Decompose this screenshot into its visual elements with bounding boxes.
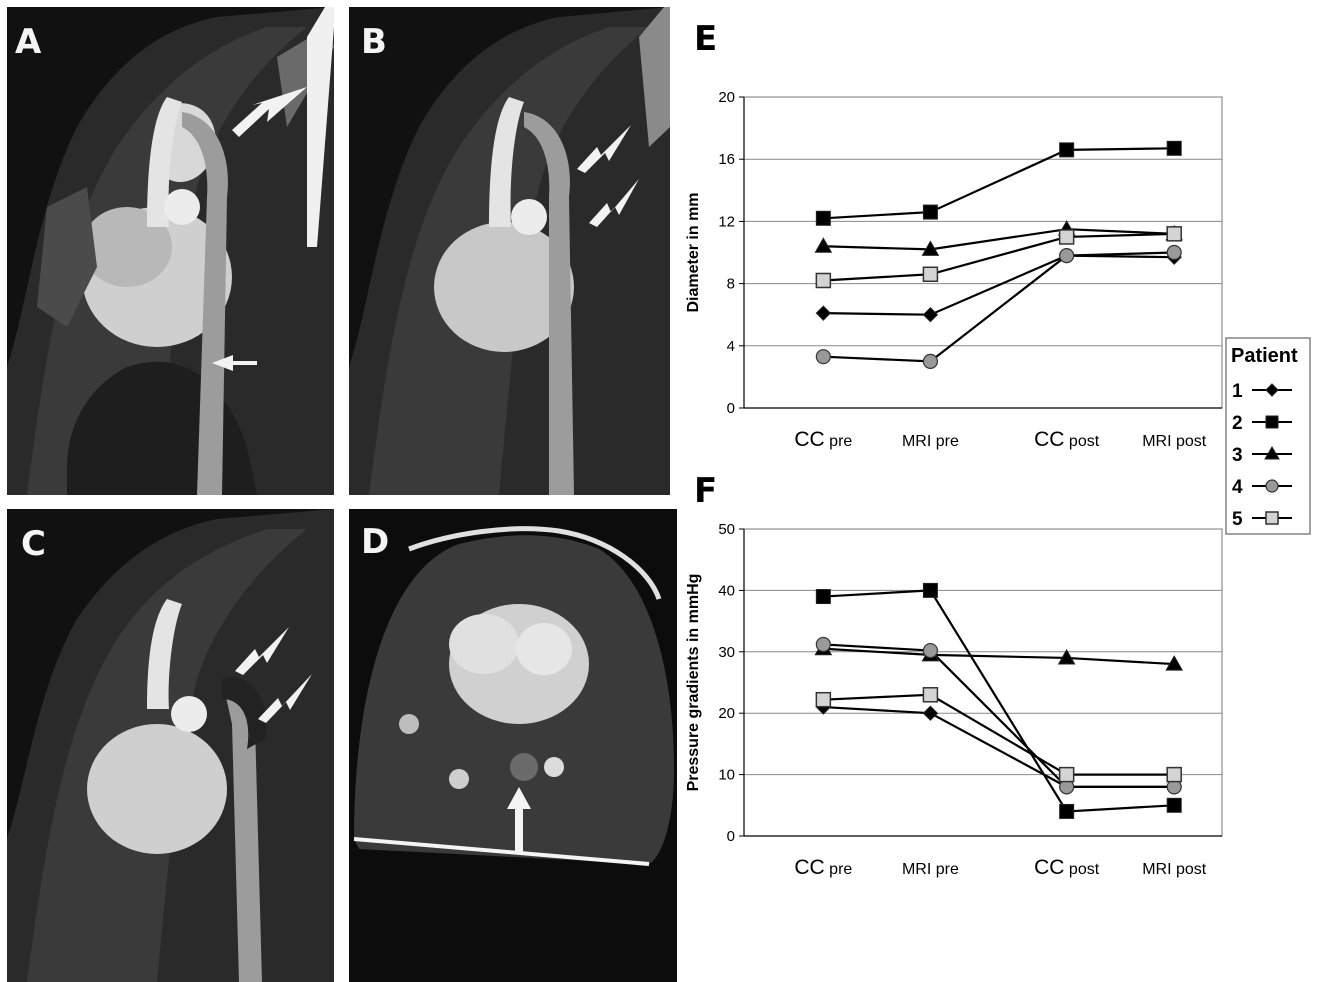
chart-e-ytick-label: 16 [718,151,735,168]
legend-entry-marker [1265,415,1279,429]
chart-e-series-1-line [823,254,1175,316]
chart-f-ytick-label: 50 [718,521,735,538]
chart-f-series-3-line [823,647,1175,666]
chart-e-series-5-point [922,266,939,283]
chart-e-series-2-point [922,204,938,220]
chart-e-series-2-point [815,210,831,226]
legend-box [1225,337,1311,535]
chart-e-series-4-point [922,353,939,369]
chart-f-xtick-label: MRI pre [902,861,959,878]
chart-f-series-5-point [815,691,832,708]
chart-e-xtick-label: MRI post [1142,433,1207,450]
chart-e-ytick-label: 20 [718,89,735,106]
mri-panel-b: B [349,7,670,495]
mri-panel-c: C [7,509,334,982]
legend-entry-label: 5 [1232,509,1243,530]
legend: Patient 1 2 3 4 5 [1225,337,1311,535]
chart-e-series-4-point [1059,248,1075,264]
chart-e-series-5-point [1058,229,1075,245]
chart-f-series-2-line [823,589,1175,813]
chart-f-series-3-point [1165,655,1184,671]
legend-entry-marker [1265,511,1279,525]
chart-f-ytick-label: 10 [718,767,735,784]
panel-d-label: D [361,522,389,562]
chart-e-ytick-label: 12 [718,213,735,230]
legend-entry-marker [1265,479,1279,493]
chart-f-series-5-point [1058,766,1075,783]
chart-f-series-2-point [1059,803,1075,819]
chart-f-series-4-point [815,636,831,653]
chart-f-series-4-line [823,643,1175,788]
chart-e-ytick-label: 0 [727,400,735,417]
chart-e-series-3-point [921,240,940,256]
chart-f-ytick-label: 20 [718,705,735,722]
chart-e-series-2-point [1166,140,1182,156]
chart-e-series-2-line [823,147,1175,220]
legend-entry-label: 1 [1232,381,1243,402]
chart-e-ytick-label: 8 [727,276,735,293]
legend-entry-marker [1265,383,1279,397]
chart-e-series-1-point [922,306,939,323]
mri-panel-d: D [349,509,677,982]
chart-e-series-3-point [814,237,833,253]
chart-e-xtick-label: CC pre [794,428,852,451]
legend-entry-label: 3 [1232,445,1243,466]
chart-f-series-4-point [922,642,939,659]
legend-entry-marker [1264,446,1280,460]
chart-f-series-5-line [823,693,1175,776]
chart-e-xtick-label: MRI pre [902,433,959,450]
chart-f-xtick-label: MRI post [1142,861,1207,878]
chart-f-series-3-point [1057,648,1076,665]
chart-f-ytick-label: 30 [718,644,735,661]
chart-e-ytick-label: 4 [727,338,735,355]
chart-e-series-1-point [815,305,832,321]
mri-image-c: C [7,509,334,982]
chart-f-pressure: 0 10 20 30 40 50 CC pre MRI pre CC post MRI post P… [685,521,1223,879]
chart-e-diameter: 0 4 8 12 16 20 CC pre MRI pre CC post MRI post Dia… [685,89,1223,451]
chart-e-xtick-label: CC post [1034,428,1100,451]
chart-f-plot-frame [743,528,1223,837]
chart-e-series-3-line [823,228,1175,251]
chart-f-series-2-point [1166,797,1182,813]
legend-entry-label: 2 [1232,413,1243,434]
chart-f-series-5-point [922,687,939,703]
chart-f-series-2-point [922,582,938,598]
panel-f-label: F [694,471,717,511]
chart-f-y-axis-label: Pressure gradients in mmHg [685,574,702,792]
chart-e-series-5-line [823,232,1175,282]
mri-panel-a: A [7,7,334,495]
chart-f-series-1-point [922,705,939,721]
chart-f-ytick-label: 40 [718,582,735,599]
chart-f-series-2-point [815,589,831,605]
chart-f-xtick-label: CC pre [794,856,852,879]
panel-e-label: E [694,19,717,59]
chart-e-series-2-point [1059,142,1075,158]
chart-e-y-axis-label: Diameter in mm [685,192,702,312]
panel-c-label: C [21,524,46,564]
panel-a-label: A [15,22,42,62]
panel-b-label: B [361,22,387,62]
chart-e-series-4-line [823,251,1175,363]
chart-e-series-5-point [1166,226,1182,242]
chart-f-series-5-point [1166,766,1182,783]
chart-f-xtick-label: CC post [1034,856,1100,879]
chart-f-ytick-label: 0 [727,828,735,845]
mri-image-a: A [7,7,334,495]
chart-e-series-4-point [1166,244,1182,261]
mri-image-d: D [349,509,677,982]
chart-e-series-4-point [815,349,831,365]
mri-image-b: B [349,7,670,495]
chart-e-series-5-point [815,272,832,289]
legend-title: Patient [1231,345,1298,367]
legend-entry-label: 4 [1232,477,1243,498]
